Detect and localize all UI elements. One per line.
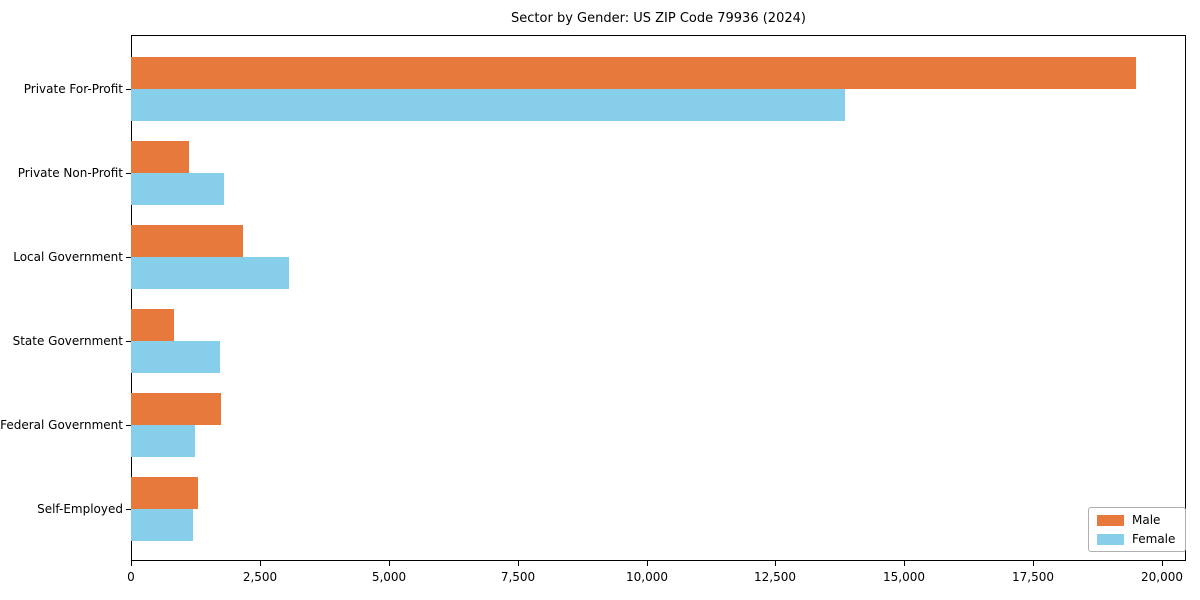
bar-male-self-employed [131,477,198,509]
x-tick-label-17-500: 17,500 [1012,570,1054,584]
x-tick-label-20-000: 20,000 [1141,570,1183,584]
bar-male-state-government [131,309,174,341]
y-tick-label-self-employed: Self-Employed [37,502,123,516]
chart-title: Sector by Gender: US ZIP Code 79936 (202… [511,11,806,26]
legend-row-male: Male [1097,513,1175,527]
bar-female-federal-government [131,425,195,457]
x-tick-label-15-000: 15,000 [883,570,925,584]
x-tick-mark [518,561,519,566]
x-tick-label-10-000: 10,000 [626,570,668,584]
bar-female-self-employed [131,509,193,541]
x-tick-label-0: 0 [127,570,135,584]
x-tick-label-2-500: 2,500 [242,570,278,584]
bar-male-private-non-profit [131,141,189,173]
y-tick-label-private-for-profit: Private For-Profit [23,82,123,96]
y-tick-mark [126,509,131,510]
legend-label-male: Male [1132,513,1161,527]
legend-row-female: Female [1097,532,1175,546]
y-tick-label-private-non-profit: Private Non-Profit [17,166,123,180]
legend-label-female: Female [1132,532,1176,546]
bar-female-local-government [131,257,289,289]
bar-female-state-government [131,341,220,373]
y-tick-mark [126,173,131,174]
x-tick-mark [260,561,261,566]
y-tick-mark [126,257,131,258]
x-tick-mark [904,561,905,566]
x-tick-mark [1033,561,1034,566]
bar-female-private-non-profit [131,173,224,205]
y-tick-mark [126,425,131,426]
y-tick-label-state-government: State Government [12,334,123,348]
x-tick-mark [647,561,648,566]
x-tick-mark [775,561,776,566]
y-tick-mark [126,89,131,90]
x-tick-label-12-500: 12,500 [754,570,796,584]
y-tick-label-local-government: Local Government [13,250,123,264]
bar-male-federal-government [131,393,221,425]
x-tick-mark [389,561,390,566]
legend-swatch-female [1097,533,1124,545]
bar-female-private-for-profit [131,89,845,121]
y-tick-label-federal-government: Federal Government [0,418,123,432]
x-tick-mark [1162,561,1163,566]
plot-area [131,35,1186,561]
x-tick-label-5-000: 5,000 [371,570,407,584]
legend-swatch-male [1097,514,1124,526]
x-tick-label-7-500: 7,500 [500,570,536,584]
y-tick-mark [126,341,131,342]
x-tick-mark [131,561,132,566]
bar-male-local-government [131,225,243,257]
legend: Male Female [1088,507,1187,552]
bar-male-private-for-profit [131,57,1136,89]
